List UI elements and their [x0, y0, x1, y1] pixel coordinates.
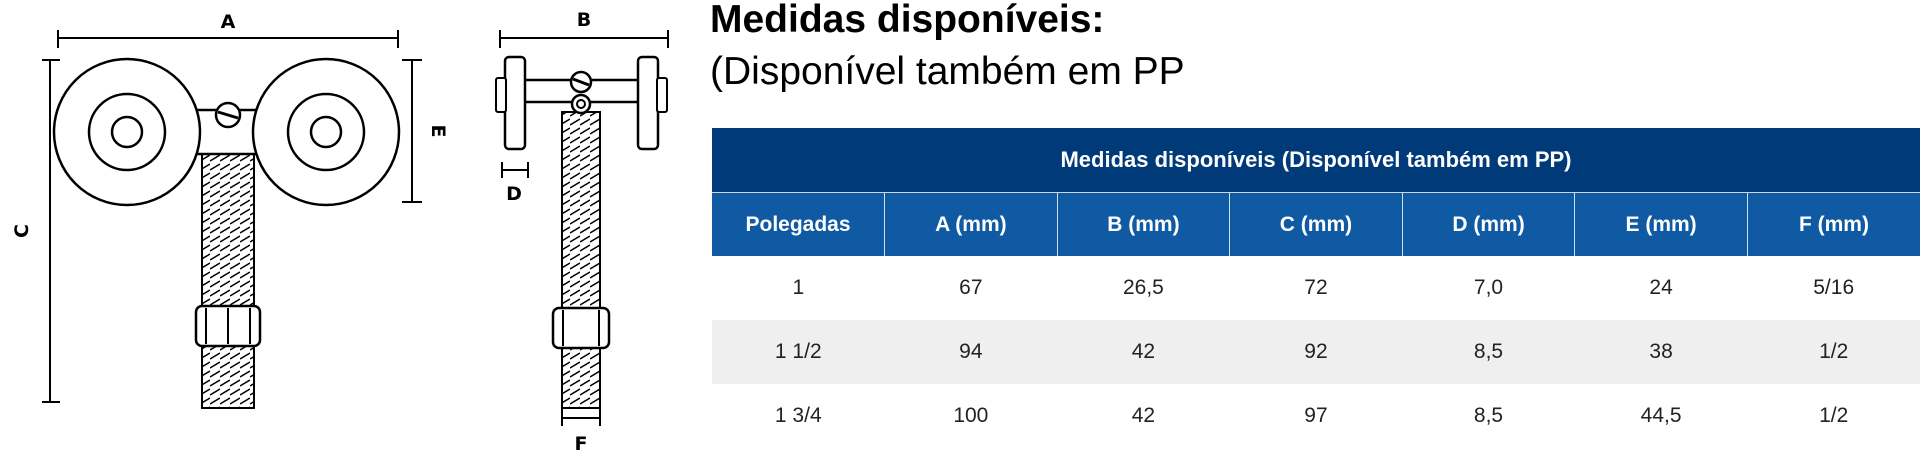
dimensions-table-wrapper: Medidas disponíveis (Disponível também e… — [712, 128, 1920, 448]
dimensions-table: Medidas disponíveis (Disponível também e… — [712, 128, 1920, 448]
table-cell: 5/16 — [1747, 256, 1920, 320]
column-header-f: F (mm) — [1747, 192, 1920, 256]
dimension-d: D — [501, 162, 529, 205]
dimension-e-label: E — [427, 125, 449, 138]
page-title: Medidas disponíveis: — [710, 0, 1105, 41]
dimension-a: A — [57, 11, 399, 48]
dimension-e: E — [402, 59, 449, 203]
screw-head — [214, 101, 242, 129]
side-view: B D F — [495, 9, 669, 455]
table-cell: 1 3/4 — [712, 384, 885, 448]
left-wheel — [52, 57, 202, 207]
side-right-wheel — [636, 55, 668, 151]
table-cell: 1 — [712, 256, 885, 320]
heading-block: Medidas disponíveis: (Disponível também … — [710, 0, 1185, 96]
table-cell: 7,0 — [1402, 256, 1575, 320]
dimension-f-label: F — [575, 433, 588, 455]
dimension-b: B — [499, 9, 669, 48]
table-row: 1 67 26,5 72 7,0 24 5/16 — [712, 256, 1920, 320]
table-header-row: Polegadas A (mm) B (mm) C (mm) D (mm) E … — [712, 192, 1920, 256]
table-cell: 26,5 — [1057, 256, 1230, 320]
table-cell: 8,5 — [1402, 320, 1575, 384]
table-cell: 38 — [1574, 320, 1748, 384]
side-threaded-rod — [561, 111, 601, 409]
table-cell: 24 — [1574, 256, 1748, 320]
table-cell: 92 — [1229, 320, 1403, 384]
table-cell: 100 — [884, 384, 1058, 448]
table-cell: 42 — [1057, 384, 1230, 448]
threaded-rod — [201, 149, 255, 409]
table-cell: 94 — [884, 320, 1058, 384]
side-bushing — [570, 93, 592, 115]
table-cell: 1 1/2 — [712, 320, 885, 384]
column-header-polegadas: Polegadas — [712, 192, 886, 256]
table-caption: Medidas disponíveis (Disponível também e… — [712, 128, 1920, 193]
table-cell: 42 — [1057, 320, 1230, 384]
dimension-c: C — [11, 59, 60, 403]
column-header-a: A (mm) — [884, 192, 1058, 256]
right-wheel — [251, 57, 401, 207]
table-cell: 72 — [1229, 256, 1403, 320]
column-header-c: C (mm) — [1229, 192, 1403, 256]
page-subtitle: (Disponível também em PP — [710, 50, 1185, 93]
front-view: A C E — [11, 11, 449, 409]
table-cell: 8,5 — [1402, 384, 1575, 448]
column-header-b: B (mm) — [1057, 192, 1231, 256]
table-cell: 1/2 — [1747, 320, 1920, 384]
hex-nut — [194, 304, 262, 348]
table-caption-row: Medidas disponíveis (Disponível também e… — [712, 128, 1920, 193]
dimension-a-label: A — [221, 11, 236, 33]
table-row: 1 1/2 94 42 92 8,5 38 1/2 — [712, 320, 1920, 384]
dimension-d-label: D — [506, 183, 522, 205]
dimension-f: F — [561, 408, 601, 455]
dimension-c-label: C — [11, 224, 33, 238]
table-row: 1 3/4 100 42 97 8,5 44,5 1/2 — [712, 384, 1920, 448]
roller-technical-drawing: A C E — [0, 0, 700, 470]
table-cell: 44,5 — [1574, 384, 1748, 448]
side-left-wheel — [495, 55, 527, 151]
side-hex-nut — [551, 306, 611, 350]
side-screw-head — [569, 70, 593, 94]
dimension-b-label: B — [577, 9, 591, 31]
table-cell: 97 — [1229, 384, 1403, 448]
table-cell: 67 — [884, 256, 1058, 320]
column-header-e: E (mm) — [1574, 192, 1748, 256]
table-cell: 1/2 — [1747, 384, 1920, 448]
column-header-d: D (mm) — [1402, 192, 1576, 256]
